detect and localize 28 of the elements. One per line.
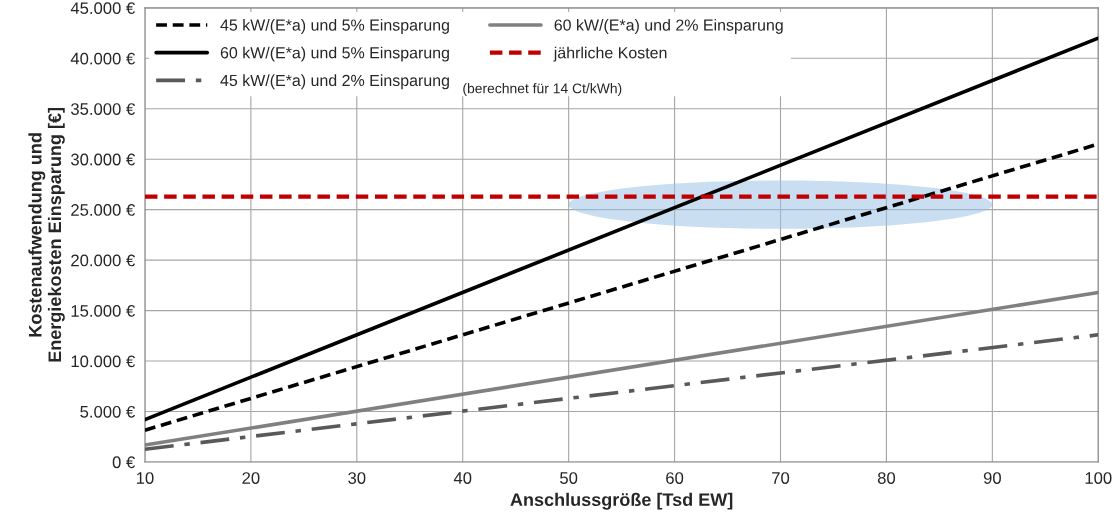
x-tick-label: 70 (772, 472, 790, 484)
y-axis-title: Kostenaufwendung und Energiekosten Einsparung [€] (28, 107, 65, 362)
x-tick-label: 50 (560, 472, 578, 484)
y-tick-label: 45.000 € (70, 2, 135, 15)
y-tick-label: 35.000 € (70, 103, 135, 115)
x-tick-label: 10 (136, 472, 154, 484)
x-tick-label: 80 (877, 472, 896, 484)
y-tick-label: 40.000 € (70, 52, 135, 65)
x-tick-label: 90 (983, 472, 1001, 484)
legend-label: 60 kW/(E*a) und 5% Einsparung (220, 46, 449, 62)
legend-label: 60 kW/(E*a) und 2% Einsparung (554, 19, 783, 34)
annotation: (berechnet für 14 Ct/kWh) (463, 83, 622, 97)
y-tick-label: 0 € (112, 456, 135, 469)
x-tick-label: 40 (453, 472, 472, 484)
x-tick-label: 30 (348, 472, 366, 484)
x-tick-label: 20 (242, 472, 260, 484)
x-tick-label: 100 (1085, 472, 1112, 484)
y-tick-label: 20.000 € (71, 254, 135, 267)
y-tick-label: 5.000 € (80, 405, 135, 418)
y-tick-label: 15.000 € (71, 304, 135, 317)
y-tick-label: 30.000 € (70, 153, 135, 166)
x-axis-title: Anschlussgröße [Tsd EW] (510, 492, 733, 510)
y-tick-label: 25.000 € (71, 204, 135, 216)
legend-label: 45 kW/(E*a) und 2% Einsparung (220, 74, 449, 90)
legend-label: jährliche Kosten (553, 46, 667, 62)
legend-label: 45 kW/(E*a) und 5% Einsparung (220, 19, 449, 34)
x-tick-label: 60 (666, 472, 684, 484)
y-tick-label: 10.000 € (71, 355, 135, 368)
